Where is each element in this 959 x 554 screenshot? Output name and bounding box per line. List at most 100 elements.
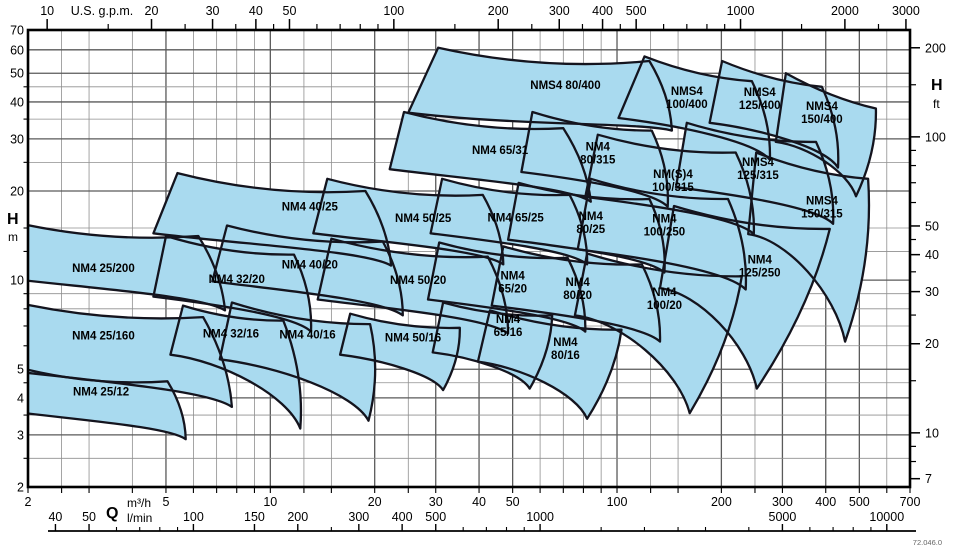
tick-label-m: 10: [10, 274, 24, 288]
tick-label-usgpm: 30: [206, 4, 220, 18]
region-outline: [490, 245, 662, 343]
region-label: NM4 25/12: [73, 387, 129, 399]
region-label: NMS4 80/400: [530, 80, 600, 92]
tick-label-usgpm: 100: [383, 4, 404, 18]
axis-right-ft: 7 10 20 30 40 50 100 200 Hft: [910, 41, 946, 486]
region-label: NM4 50/25: [395, 213, 452, 225]
tick-label-lmin: 150: [244, 510, 265, 524]
tick-label-m3h: 50: [506, 495, 520, 509]
tick-label-usgpm: 3000: [892, 4, 920, 18]
region-label: NM4 100/250: [644, 214, 686, 239]
region-outline: [774, 72, 878, 198]
region-area: [477, 310, 622, 419]
tick-label-ft: 30: [925, 285, 939, 299]
tick-label-usgpm: 20: [145, 4, 159, 18]
region-label: NM4 65/20: [498, 270, 527, 295]
axis-head-H-left: H: [7, 211, 19, 228]
region-outline: [407, 46, 674, 132]
region-label: NM4 65/31: [472, 145, 529, 157]
region-label: NM4 65/16: [494, 314, 523, 339]
tick-label-usgpm: 200: [488, 4, 509, 18]
region-outline: [312, 177, 505, 266]
region-label: NMS4 100/400: [666, 86, 708, 111]
region-outline: [573, 252, 743, 415]
tick-label-usgpm: 2000: [831, 4, 859, 18]
tick-label-m: 5: [17, 363, 24, 377]
region-label: NM4 100/20: [647, 287, 682, 312]
region-outline: [658, 204, 831, 390]
region-outline: [476, 309, 623, 420]
region-label: NM4 40/20: [282, 259, 338, 271]
axis-left-m: 2 3 4 5 10 20 30 40 50 60 70 Hm: [7, 24, 28, 495]
axis-bottom-m3h: 2 5 10 20 30 40 50 100 200 300 400 500 700 Qm³/hl/min: [25, 487, 921, 525]
figure-code: 72.046.0: [913, 538, 942, 547]
tick-label-m3h: 700: [900, 495, 921, 509]
region-label: NM4 40/25: [282, 202, 339, 214]
plot-frame: [26, 28, 912, 489]
region-label: NM4 25/200: [72, 263, 135, 275]
tick-label-usgpm: 10: [40, 4, 54, 18]
tick-label-lmin: 50: [82, 510, 96, 524]
region-label: NM4 80/25: [576, 211, 605, 236]
axis-unit-m: m: [8, 230, 18, 244]
region-outline: [218, 301, 377, 422]
region-label: NMS4 125/315: [737, 157, 779, 182]
tick-label-m3h: 40: [472, 495, 486, 509]
axis-head-H-right: H: [931, 77, 943, 94]
axis-unit-lmin: l/min: [127, 511, 152, 525]
region-outline: [576, 177, 748, 291]
region-label: NM4 80/20: [563, 277, 592, 302]
region-outline: [708, 59, 840, 169]
region-outline: [584, 133, 756, 236]
region-label: NM4 125/250: [739, 255, 781, 280]
tick-label-m3h: 20: [368, 495, 382, 509]
region-area: [748, 152, 869, 342]
region-labels: NM4 25/200 NM4 25/160 NM4 25/12 NM4 32/20 NM…: [72, 80, 843, 399]
axis-title-usgpm: U.S. g.p.m.: [71, 4, 134, 18]
tick-label-m: 40: [10, 95, 24, 109]
tick-label-lmin: 40: [48, 510, 62, 524]
region-label: NMS4 150/315: [801, 196, 843, 221]
region-label: NM4 25/160: [72, 330, 135, 342]
region-area: [775, 73, 876, 197]
region-outline: [152, 234, 313, 333]
region-outline: [429, 177, 589, 266]
region-label: NM4 32/20: [209, 274, 265, 286]
tick-label-usgpm: 400: [592, 4, 613, 18]
region-outline: [211, 224, 404, 317]
tick-label-ft: 40: [925, 248, 939, 262]
tick-label-m3h: 200: [711, 495, 732, 509]
tick-label-m3h: 30: [429, 495, 443, 509]
tick-label-m3h: 5: [162, 495, 169, 509]
tick-label-lmin: 400: [392, 510, 413, 524]
tick-label-usgpm: 1000: [727, 4, 755, 18]
tick-label-lmin: 300: [348, 510, 369, 524]
tick-label-ft: 7: [925, 472, 932, 486]
tick-label-m: 30: [10, 132, 24, 146]
tick-label-m: 60: [10, 43, 24, 57]
region-label: NM4 50/20: [390, 275, 446, 287]
axis-head-Q: Q: [106, 505, 118, 522]
tick-label-m3h: 500: [849, 495, 870, 509]
tick-label-ft: 200: [925, 41, 946, 55]
region-label: NM4 40/16: [279, 330, 335, 342]
tick-label-m: 20: [10, 185, 24, 199]
tick-label-usgpm: 50: [283, 4, 297, 18]
axis-unit-m3h: m³/h: [127, 496, 151, 510]
region-outline: [388, 110, 592, 203]
region-outline: [169, 304, 303, 430]
region-area: [219, 302, 376, 421]
tick-label-ft: 50: [925, 219, 939, 233]
region-outlines: [28, 46, 878, 441]
tick-label-m3h: 10: [263, 495, 277, 509]
tick-label-ft: 20: [925, 337, 939, 351]
region-label: NM(S)4 100/315: [652, 169, 694, 194]
tick-label-lmin: 500: [425, 510, 446, 524]
tick-label-lmin: 10000: [869, 510, 904, 524]
tick-label-m: 4: [17, 391, 24, 405]
region-outline: [747, 151, 871, 343]
axis-bottom-lmin: 40 50 100 150 200 300 400 500 1000 5000 10000: [48, 510, 916, 532]
tick-label-m: 3: [17, 428, 24, 442]
